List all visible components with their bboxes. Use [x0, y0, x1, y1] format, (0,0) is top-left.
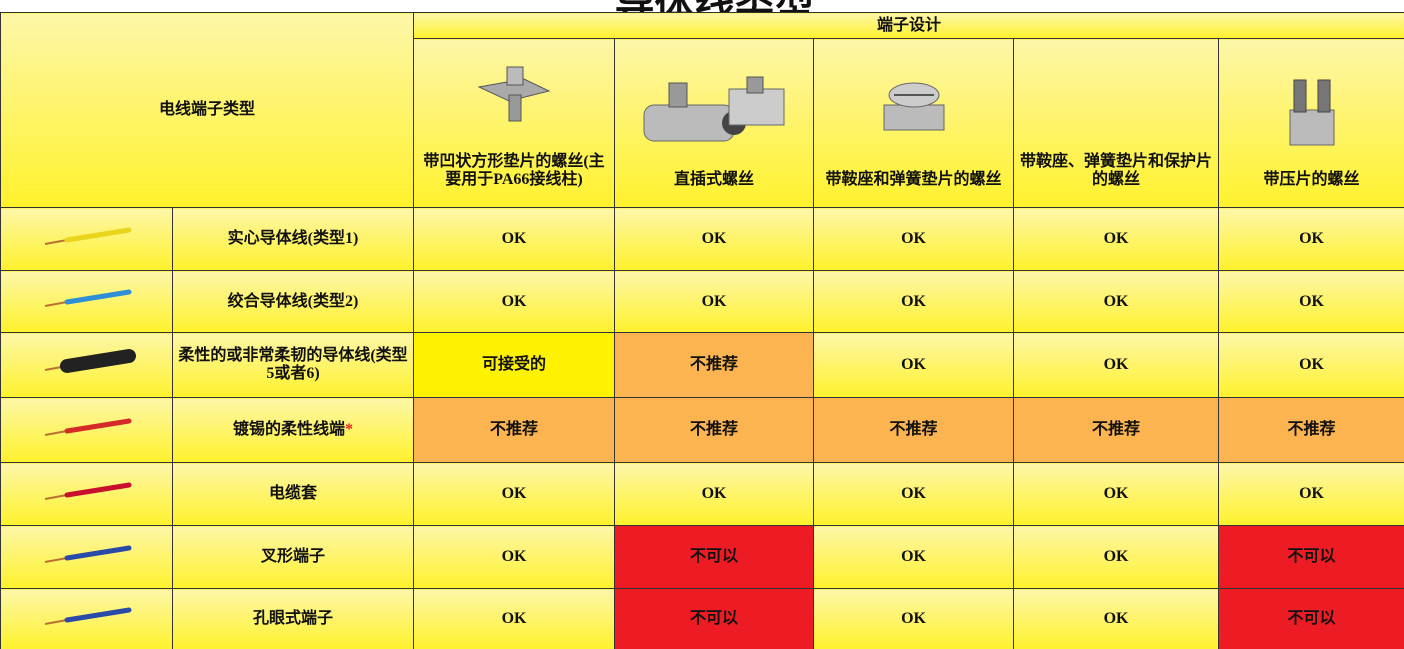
table-row: 实心导体线(类型1) OK OK OK OK OK	[0, 207, 1404, 271]
rating-cell: 不推荐	[614, 332, 815, 398]
rating-cell: OK	[1013, 588, 1220, 649]
footnote-mark: *	[345, 421, 354, 438]
row-name: 实心导体线(类型1)	[171, 207, 415, 271]
column-header: 带凹状方形垫片的螺丝(主要用于PA66接线柱)	[413, 38, 616, 208]
rating-cell: OK	[413, 270, 616, 333]
row-name: 电缆套	[171, 462, 415, 526]
rating-cell: OK	[1218, 462, 1404, 526]
row-name: 绞合导体线(类型2)	[171, 270, 415, 333]
group-header: 端子设计	[413, 12, 1404, 39]
table-row: 孔眼式端子 OK 不可以 OK OK 不可以	[0, 588, 1404, 649]
rating-cell: OK	[1218, 332, 1404, 398]
corner-header: 电线端子类型	[0, 12, 415, 208]
rating-cell: OK	[614, 462, 815, 526]
column-title: 带鞍座、弹簧垫片和保护片的螺丝	[1020, 153, 1213, 188]
rating-cell: OK	[413, 207, 616, 271]
rating-cell: OK	[1013, 462, 1220, 526]
rating-cell: OK	[1218, 270, 1404, 333]
row-name-text: 实心导体线(类型1)	[227, 230, 359, 247]
rating-cell: OK	[813, 270, 1015, 333]
table-row: 柔性的或非常柔韧的导体线(类型5或者6) 可接受的 不推荐 OK OK OK	[0, 332, 1404, 398]
row-name-text: 柔性的或非常柔韧的导体线(类型5或者6)	[178, 347, 408, 382]
rating-cell: OK	[1218, 207, 1404, 271]
rating-cell: 不可以	[614, 525, 815, 589]
rating-cell: 不推荐	[813, 397, 1015, 463]
row-name-text: 叉形端子	[261, 548, 326, 565]
column-title: 带凹状方形垫片的螺丝(主要用于PA66接线柱)	[423, 153, 605, 188]
wire-icon	[0, 525, 173, 589]
rating-cell: 不可以	[1218, 525, 1404, 589]
row-name: 叉形端子	[171, 525, 415, 589]
row-name: 镀锡的柔性线端*	[171, 397, 415, 463]
row-name-text: 绞合导体线(类型2)	[227, 292, 359, 310]
row-name-text: 镀锡的柔性线端	[233, 421, 346, 438]
wire-icon	[0, 207, 173, 271]
rating-cell: OK	[1013, 332, 1220, 398]
wire-icon	[0, 270, 173, 333]
column-header: 带压片的螺丝	[1218, 38, 1404, 208]
rating-cell: 不可以	[614, 588, 815, 649]
rating-cell: 不推荐	[1218, 397, 1404, 463]
rating-cell: OK	[813, 332, 1015, 398]
rating-cell: OK	[413, 462, 616, 526]
table-row: 电缆套 OK OK OK OK OK	[0, 462, 1404, 526]
screw-icon	[818, 75, 1009, 165]
column-header: 带鞍座、弹簧垫片和保护片的螺丝	[1013, 38, 1220, 208]
rating-cell: OK	[1013, 270, 1220, 333]
rating-cell: OK	[813, 207, 1015, 271]
rating-cell: 不推荐	[413, 397, 616, 463]
rating-cell: OK	[813, 462, 1015, 526]
rating-cell: 不推荐	[614, 397, 815, 463]
table-row: 镀锡的柔性线端* 不推荐 不推荐 不推荐 不推荐 不推荐	[0, 397, 1404, 463]
rating-cell: 不推荐	[1013, 397, 1220, 463]
screw-icon	[1223, 75, 1400, 165]
row-name: 孔眼式端子	[171, 588, 415, 649]
row-name-text: 孔眼式端子	[253, 610, 334, 627]
column-title: 带压片的螺丝	[1263, 171, 1360, 188]
rating-cell: OK	[413, 588, 616, 649]
table-row: 叉形端子 OK 不可以 OK OK 不可以	[0, 525, 1404, 589]
rating-cell: 可接受的	[413, 332, 616, 398]
column-title: 带鞍座和弹簧垫片的螺丝	[825, 171, 1002, 188]
screw-icon	[418, 57, 610, 147]
wire-icon	[0, 397, 173, 463]
column-header: 直插式螺丝	[614, 38, 815, 208]
rating-cell: OK	[614, 207, 815, 271]
wire-icon	[0, 332, 173, 398]
column-header: 带鞍座和弹簧垫片的螺丝	[813, 38, 1015, 208]
row-name-text: 电缆套	[269, 485, 318, 502]
row-name: 柔性的或非常柔韧的导体线(类型5或者6)	[171, 332, 415, 398]
table-row: 绞合导体线(类型2) OK OK OK OK OK	[0, 270, 1404, 333]
rating-cell: OK	[413, 525, 616, 589]
rating-cell: OK	[614, 270, 815, 333]
wire-icon	[0, 588, 173, 649]
rating-cell: 不可以	[1218, 588, 1404, 649]
rating-cell: OK	[1013, 207, 1220, 271]
rating-cell: OK	[813, 525, 1015, 589]
wire-icon	[0, 462, 173, 526]
rating-cell: OK	[1013, 525, 1220, 589]
column-title: 直插式螺丝	[674, 171, 755, 188]
screw-icon	[1018, 57, 1214, 147]
compatibility-table: 电线端子类型 端子设计 带凹状方形垫片的螺丝(主要用于PA66接线柱) 直插式螺丝…	[0, 12, 1404, 649]
screw-icon	[619, 75, 809, 165]
rating-cell: OK	[813, 588, 1015, 649]
